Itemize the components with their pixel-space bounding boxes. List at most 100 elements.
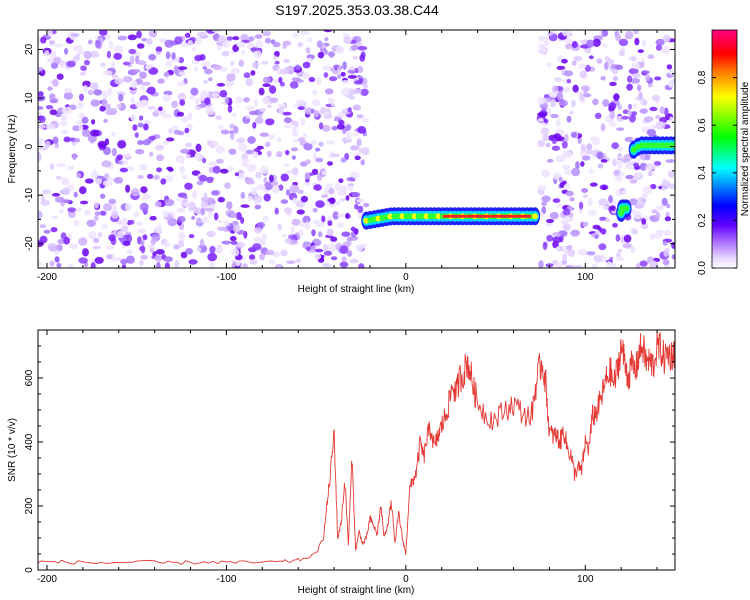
noise-blob: [296, 209, 305, 215]
noise-blob: [269, 85, 277, 94]
noise-blob: [310, 108, 315, 114]
noise-blob: [228, 148, 237, 155]
noise-blob: [286, 260, 296, 265]
noise-blob: [267, 104, 272, 109]
noise-blob: [253, 199, 259, 205]
noise-blob: [621, 115, 630, 120]
noise-blob: [331, 125, 338, 131]
noise-blob: [340, 157, 347, 163]
noise-blob: [111, 61, 116, 70]
noise-blob: [264, 37, 272, 44]
noise-blob: [137, 228, 147, 234]
noise-blob: [592, 263, 598, 268]
noise-blob: [247, 195, 253, 202]
noise-blob: [627, 103, 633, 110]
tone-band-core: [659, 142, 666, 149]
noise-blob: [108, 40, 114, 50]
noise-blob: [44, 140, 51, 148]
noise-blob: [103, 118, 108, 123]
noise-blob: [49, 260, 55, 267]
noise-blob: [347, 75, 357, 79]
noise-blob: [303, 143, 313, 151]
noise-blob: [192, 46, 197, 52]
noise-blob: [135, 101, 142, 108]
noise-blob: [91, 119, 96, 125]
noise-blob: [39, 235, 48, 244]
noise-blob: [616, 159, 623, 167]
noise-blob: [322, 124, 331, 132]
noise-blob: [69, 243, 78, 249]
noise-blob: [63, 88, 73, 94]
noise-blob: [236, 242, 246, 248]
noise-blob: [641, 70, 650, 75]
noise-blob: [63, 136, 71, 143]
noise-blob: [292, 32, 298, 38]
noise-blob: [357, 205, 364, 213]
noise-blob: [314, 147, 321, 152]
noise-blob: [289, 184, 300, 193]
noise-blob: [294, 64, 301, 71]
noise-blob: [234, 172, 240, 177]
noise-blob: [107, 87, 113, 97]
noise-blob: [38, 110, 42, 117]
noise-blob: [249, 254, 256, 261]
noise-blob: [129, 219, 135, 225]
noise-blob: [329, 76, 338, 82]
noise-blob: [80, 200, 89, 205]
colorbar-tick-label: 0.2: [697, 213, 708, 227]
noise-blob: [173, 65, 179, 74]
noise-blob: [136, 60, 147, 66]
noise-blob: [330, 256, 338, 261]
noise-blob: [283, 117, 292, 124]
heatmap-y-ticks: -20 -10 0 10 20: [24, 43, 675, 269]
noise-blob: [601, 30, 608, 37]
noise-blob: [208, 161, 218, 166]
noise-blob: [184, 182, 193, 190]
noise-blob: [346, 177, 355, 182]
noise-blob: [200, 200, 208, 210]
noise-blob: [299, 30, 310, 36]
noise-blob: [84, 178, 94, 184]
noise-blob: [647, 54, 655, 59]
noise-blob: [649, 233, 655, 240]
noise-blob: [230, 240, 238, 245]
noise-blob: [545, 142, 551, 148]
noise-blob: [311, 100, 321, 106]
noise-blob: [592, 224, 601, 230]
noise-blob: [198, 174, 208, 182]
noise-blob: [130, 96, 135, 105]
noise-blob: [44, 50, 50, 57]
noise-blob: [211, 30, 222, 33]
noise-blob: [175, 155, 185, 163]
noise-blob: [540, 122, 550, 126]
noise-blob: [67, 210, 76, 218]
noise-blob: [128, 48, 137, 55]
noise-blob: [341, 256, 347, 262]
noise-blob: [208, 111, 216, 115]
noise-blob: [627, 75, 633, 83]
noise-blob: [185, 142, 193, 148]
noise-blob: [125, 184, 131, 193]
noise-blob: [588, 55, 594, 60]
noise-blob: [558, 177, 563, 182]
noise-blob: [245, 180, 255, 185]
noise-blob: [171, 52, 176, 60]
noise-blob: [53, 43, 63, 48]
noise-blob: [284, 238, 293, 244]
noise-blob: [258, 107, 267, 113]
noise-blob: [283, 58, 290, 64]
noise-blob: [254, 50, 262, 59]
noise-blob: [136, 43, 145, 49]
noise-blob: [565, 190, 574, 197]
noise-blob: [67, 207, 76, 213]
noise-blob: [138, 115, 144, 121]
noise-blob: [615, 64, 624, 71]
noise-blob: [206, 176, 214, 183]
noise-blob: [269, 174, 274, 183]
noise-blob: [155, 144, 165, 151]
noise-blob: [105, 109, 116, 116]
x-tick-label: -200: [37, 574, 57, 585]
noise-blob: [154, 201, 162, 208]
noise-blob: [339, 245, 349, 254]
noise-blob: [671, 254, 675, 260]
